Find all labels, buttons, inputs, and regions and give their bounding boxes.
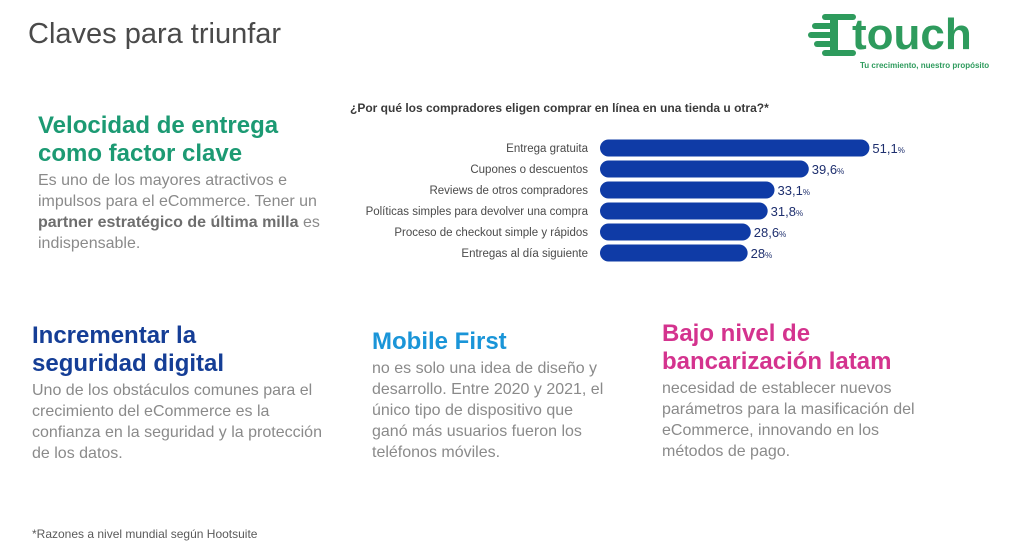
value-label: 51,1%: [872, 141, 904, 156]
bar: [600, 181, 775, 199]
logo-lines-icon: [808, 14, 856, 56]
logo-wordmark: touch: [852, 10, 972, 59]
heading-line-1: Velocidad de entrega: [38, 112, 279, 139]
value-label: 31,8%: [771, 204, 803, 219]
category-label: Entrega gratuita: [506, 143, 588, 155]
block-heading: Mobile First: [372, 328, 507, 355]
heading-line-1: Incrementar la: [32, 322, 197, 349]
body-text: no es solo una idea de diseño y desarrol…: [372, 360, 604, 419]
block-body: no es solo una idea de diseño y desarrol…: [372, 358, 632, 463]
heading-line-1: Bajo nivel de: [662, 320, 811, 347]
value-label: 33,1%: [778, 183, 810, 198]
block-heading: Velocidad de entrega como factor clave: [38, 112, 338, 168]
value-label: 28%: [751, 246, 773, 261]
value-unit: %: [765, 251, 772, 260]
value-label: 28,6%: [754, 225, 786, 240]
value-label: 39,6%: [812, 162, 844, 177]
category-label: Políticas simples para devolver una comp…: [366, 206, 589, 218]
body-text-2: ganó más usuarios fueron los teléfonos m…: [372, 423, 582, 461]
category-label: Proceso de checkout simple y rápidos: [394, 227, 588, 239]
body-text: Es uno de los mayores atractivos e impul…: [38, 172, 317, 210]
block-bancarizacion: Bajo nivel de bancarización latam necesi…: [662, 320, 932, 462]
block-body: Es uno de los mayores atractivos e impul…: [38, 170, 338, 254]
value-unit: %: [779, 230, 786, 239]
body-text-end: es indispensable.: [38, 214, 320, 252]
bar: [600, 139, 870, 157]
category-label: Reviews de otros compradores: [429, 185, 588, 197]
heading-line-2: como factor clave: [38, 140, 243, 167]
value-unit: %: [898, 146, 905, 155]
touch-logo: touch Tu crecimiento, nuestro propósito: [808, 8, 1008, 70]
category-label: Entregas al día siguiente: [461, 248, 588, 260]
bar: [600, 202, 768, 220]
heading-line-2: bancarización latam: [662, 348, 892, 375]
bar: [600, 244, 748, 262]
bar: [600, 223, 751, 241]
block-seguridad-digital: Incrementar la seguridad digital Uno de …: [32, 322, 322, 464]
value-unit: %: [803, 188, 810, 197]
heading-line-2: seguridad digital: [32, 350, 225, 377]
logo-tagline: Tu crecimiento, nuestro propósito: [860, 61, 990, 70]
value-unit: %: [837, 167, 844, 176]
page-title: Claves para triunfar: [28, 18, 282, 50]
block-body: Uno de los obstáculos comunes para el cr…: [32, 382, 322, 462]
bar-chart: Entrega gratuita 51,1% Cupones o descuento…: [366, 139, 905, 262]
category-label: Cupones o descuentos: [470, 164, 588, 176]
block-body: necesidad de establecer nuevos parámetro…: [662, 380, 915, 460]
block-heading: Incrementar la seguridad digital: [32, 322, 322, 378]
block-velocidad-entrega: Velocidad de entrega como factor clave E…: [38, 112, 338, 254]
bar: [600, 160, 809, 178]
block-heading: Bajo nivel de bancarización latam: [662, 320, 932, 376]
footnote: *Razones a nivel mundial según Hootsuite: [32, 527, 258, 541]
block-mobile-first: Mobile First no es solo una idea de dise…: [372, 328, 632, 463]
body-bold-text: partner estratégico de última milla: [38, 214, 299, 231]
value-unit: %: [796, 209, 803, 218]
chart-title: ¿Por qué los compradores eligen comprar …: [350, 101, 769, 115]
